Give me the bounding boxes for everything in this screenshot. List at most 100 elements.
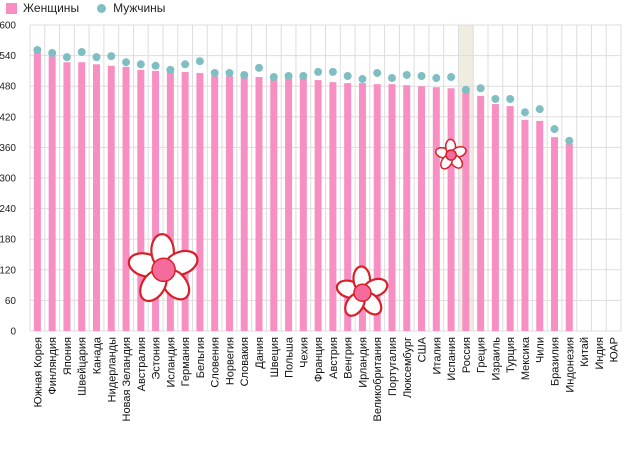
bar-women[interactable] [521,119,529,331]
dot-men[interactable] [373,68,382,77]
dot-men[interactable] [299,72,308,80]
bar-women[interactable] [92,64,100,332]
bar-women[interactable] [565,143,573,331]
x-tick-label: Швейцария [77,337,89,396]
x-tick-label: Новая Зеландия [121,337,133,421]
dot-men[interactable] [358,75,367,84]
dot-men[interactable] [417,72,426,80]
dot-men[interactable] [284,72,293,80]
bar-women[interactable] [506,106,514,331]
dot-men[interactable] [166,65,175,74]
bar-women[interactable] [63,62,71,331]
dot-men[interactable] [48,49,57,58]
bar-women[interactable] [314,80,322,331]
flower-icon [127,233,199,303]
bar-women[interactable] [462,89,470,332]
x-tick-label: США [417,336,429,362]
dot-men[interactable] [181,60,190,69]
bar-women[interactable] [137,69,145,331]
bar-women[interactable] [358,83,366,331]
x-tick-label: Австралия [136,337,148,391]
x-tick-label: Бельгия [195,337,207,378]
dot-men[interactable] [565,136,574,145]
dot-men[interactable] [151,61,160,70]
dot-men[interactable] [328,67,337,76]
bar-women[interactable] [388,84,396,331]
y-axis-ticks: 0 60 120 180 240 300 360 420 480 540 600 [0,21,16,338]
bar-women[interactable] [211,76,219,331]
bar-women[interactable] [551,137,559,331]
dot-men[interactable] [122,58,131,67]
x-tick-label: Мексика [520,336,532,380]
bar-women[interactable] [33,52,41,331]
grid-layer [29,24,622,332]
teal-dot-icon [97,3,107,13]
dot-men[interactable] [461,85,470,94]
x-tick-label: Израиль [490,337,502,381]
bar-women[interactable] [418,86,426,331]
x-tick-label: Италия [431,337,443,375]
dot-men[interactable] [136,60,145,69]
bar-women[interactable] [432,87,440,331]
y-tick-label: 0 [10,327,16,338]
x-tick-label: Турция [505,337,517,373]
bar-women[interactable] [403,85,411,332]
dot-men[interactable] [77,48,86,57]
x-tick-label: Эстония [151,337,163,380]
y-tick-label: 180 [0,235,16,246]
bar-women[interactable] [373,84,381,331]
dot-men[interactable] [550,125,559,134]
x-tick-label: Испания [446,337,458,381]
dot-men[interactable] [255,63,264,72]
legend-item-men[interactable]: Мужчины [97,1,165,15]
dot-men[interactable] [491,94,500,103]
x-tick-label: Норвегия [224,337,236,385]
bar-women[interactable] [196,72,204,331]
bar-women[interactable] [491,104,499,331]
dot-men[interactable] [476,84,485,93]
bar-women[interactable] [240,77,248,332]
dot-men[interactable] [240,70,249,79]
x-tick-label: Ирландия [357,337,369,388]
dot-men[interactable] [195,57,204,66]
bar-women[interactable] [270,78,278,331]
bar-women[interactable] [48,56,56,332]
bar-layer [33,52,573,332]
y-tick-label: 600 [0,21,16,32]
dot-men[interactable] [225,68,234,77]
dot-men[interactable] [269,73,278,82]
bar-women[interactable] [122,66,130,331]
dot-men[interactable] [447,73,456,82]
pink-square-icon [6,2,17,14]
bar-women[interactable] [329,82,337,332]
dot-men[interactable] [343,72,352,80]
legend-item-women[interactable]: Женщины [6,1,79,15]
dot-men[interactable] [432,74,441,83]
bar-women[interactable] [152,70,160,332]
dot-men[interactable] [62,53,71,62]
dot-men[interactable] [107,52,116,61]
dot-men[interactable] [402,70,411,79]
bar-women[interactable] [477,95,485,331]
bar-women[interactable] [447,88,455,332]
dot-men[interactable] [535,105,544,114]
bar-women[interactable] [107,65,115,332]
x-tick-label: Словакия [239,337,251,386]
dot-men[interactable] [387,74,396,83]
x-tick-label: Бразилия [550,337,562,386]
bar-women[interactable] [78,62,86,331]
dot-men[interactable] [33,45,42,54]
dot-men[interactable] [314,67,323,76]
bar-women[interactable] [225,76,233,331]
dot-men[interactable] [520,108,529,117]
dot-men[interactable] [506,94,515,103]
bar-women[interactable] [255,77,263,332]
bar-women[interactable] [181,71,189,332]
dot-men[interactable] [210,68,219,77]
dot-men[interactable] [92,53,101,62]
bar-women[interactable] [299,78,307,331]
bar-women[interactable] [166,71,174,332]
bar-women[interactable] [285,78,293,331]
bar-women[interactable] [536,120,544,331]
bar-women[interactable] [344,83,352,331]
